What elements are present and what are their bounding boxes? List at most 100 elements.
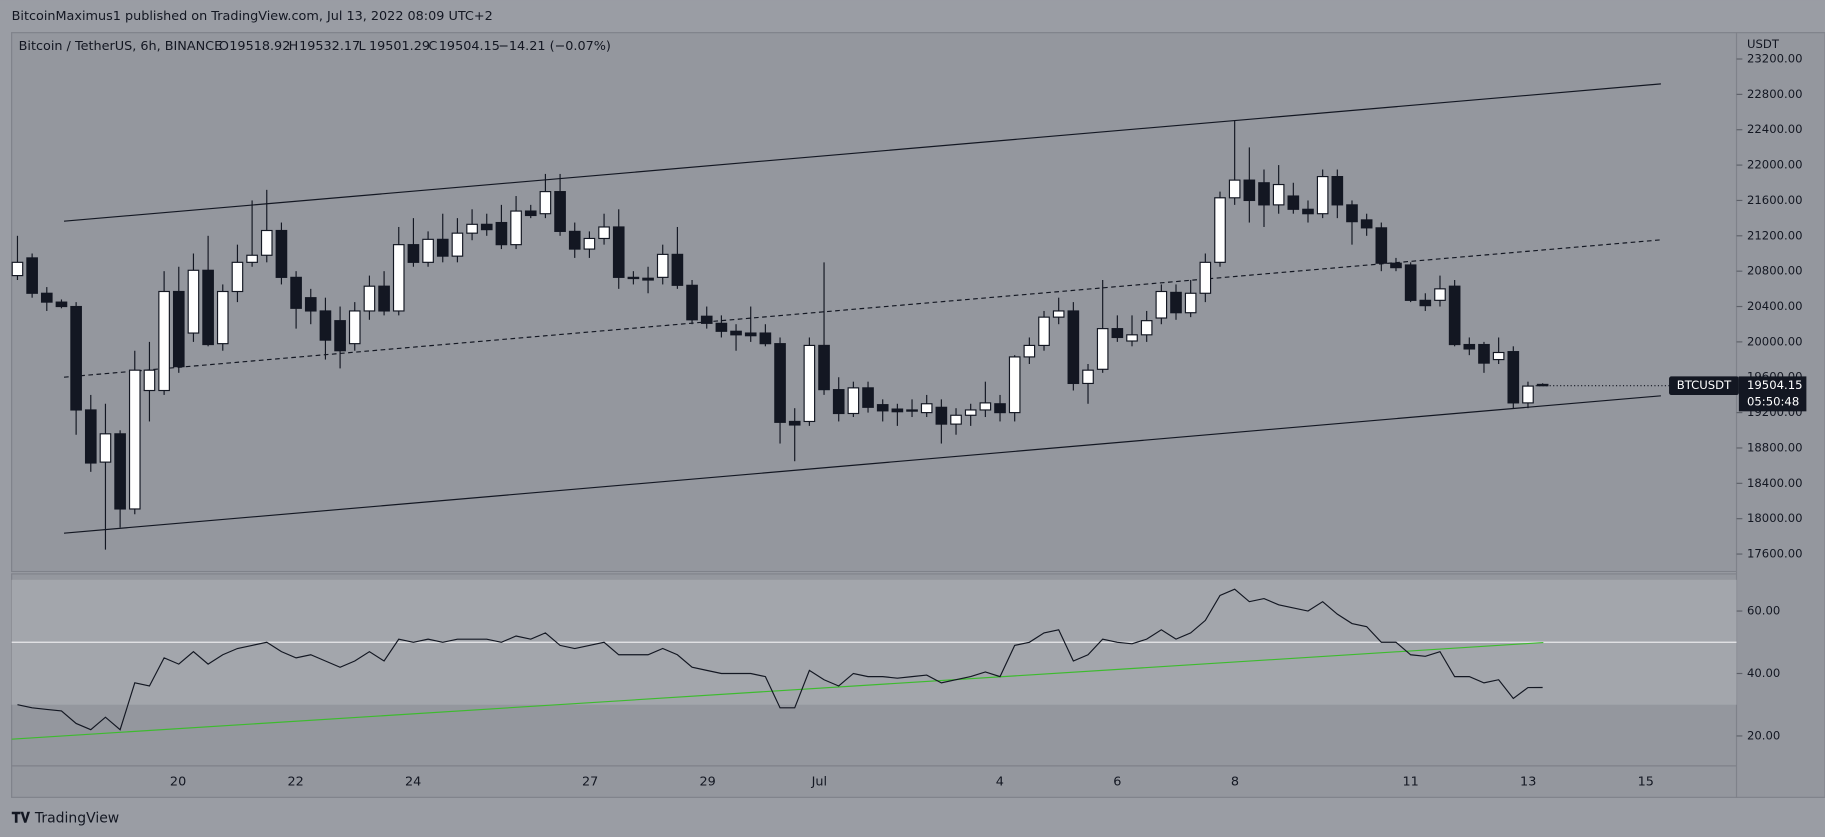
legend-key: O [219,39,229,54]
legend-key: L [358,39,366,54]
candle-body [55,301,68,308]
candle-body [1434,288,1446,301]
candle-body [1008,356,1021,414]
candle-body [1404,264,1417,301]
x-tick-label: 4 [996,775,1004,790]
legend-value: 19504.15 [439,39,500,54]
candle-body [334,320,346,352]
x-tick-label: 6 [1113,775,1121,790]
price-tag [1738,376,1807,412]
candle-body [158,290,170,392]
candle-body [627,276,640,280]
y-tick-label: 21200.00 [1747,228,1802,242]
candle-body [1492,351,1505,361]
candle-body [1360,219,1373,229]
candle-body [231,261,244,293]
candle-body [40,292,53,303]
candle-body [143,369,156,392]
candle-body [774,343,786,423]
x-tick-label: 20 [170,775,186,790]
candle-body [422,238,434,263]
candle-body [788,420,801,426]
y-tick-label: 21600.00 [1747,193,1802,207]
candle-body [950,414,962,425]
x-tick-label: 13 [1520,775,1536,790]
y-tick-label: 20800.00 [1747,264,1802,278]
candle-body [700,315,713,324]
legend-title: Bitcoin / TetherUS, 6h, BINANCE [19,39,223,54]
candle-body [759,332,772,345]
y-tick-label: 18800.00 [1747,440,1802,454]
candle-body [1082,369,1094,385]
candle-body [1228,179,1241,199]
candle-body [730,330,742,336]
candle-body [1316,175,1329,215]
candle-body [436,238,449,257]
candle-body [715,322,728,332]
candle-body [1331,175,1344,206]
legend-value: 19532.17 [299,39,360,54]
candle-body [1155,290,1168,319]
ticker: BTCUSDT [1677,378,1732,392]
candle-body [1302,208,1314,215]
candle-body [114,433,126,510]
candle-body [202,269,214,346]
candle-body [1243,179,1256,202]
candle-body [172,290,185,368]
header: BitcoinMaximus1 published on TradingView… [12,9,493,24]
x-tick-label: 11 [1403,775,1419,790]
footer-logo: 𝐓𝐕 [12,810,31,826]
x-tick-label: 22 [287,775,303,790]
legend-key: C [428,39,437,54]
candle-body [216,290,229,345]
rsi-line [17,588,1543,731]
candle-body [348,310,361,345]
y-tick-label: 22800.00 [1747,87,1802,101]
candle-body [1258,182,1270,206]
legend-key: H [289,39,299,54]
channel [63,83,1661,534]
candle-body [1272,183,1285,206]
candle-body [847,387,860,415]
candle-body [598,226,610,240]
candle-body [11,261,24,277]
candle-body [1096,328,1109,370]
candle-body [539,191,552,215]
candle-body [319,310,332,341]
candle-body [876,404,889,412]
candle-body [1214,197,1226,263]
candle-body [803,344,816,423]
candle-body [979,402,992,411]
candle-body [906,409,918,412]
candle-body [1478,343,1490,364]
candle-body [1463,343,1476,350]
candle-body [26,257,38,294]
y-tick-label: 22400.00 [1747,122,1802,136]
candle-body [99,433,112,463]
candle-body [964,409,977,416]
candle-body [407,244,420,263]
candle-body [1067,310,1080,385]
channel-lower [63,395,1661,534]
candle-body [686,284,698,321]
candle-body [275,229,288,278]
candle-body [70,305,82,411]
legend-value: 19501.29 [369,39,430,54]
candle-body [1140,320,1153,336]
candle-body [1419,299,1432,307]
candle-body [612,226,625,278]
legend-value: 19518.92 [229,39,290,54]
candle-body [818,344,830,391]
x-tick-label: 24 [405,775,421,790]
candle-body [862,387,874,408]
x-tick-label: 29 [700,775,716,790]
candle-body [568,230,581,250]
y-tick-label: 18400.00 [1747,476,1802,490]
candle-body [583,237,596,250]
candle-body [1126,334,1138,342]
candle-body [1390,262,1402,269]
candle-body [1170,291,1182,314]
candle-body [304,297,317,312]
price-tag-value: 19504.15 [1747,378,1802,392]
